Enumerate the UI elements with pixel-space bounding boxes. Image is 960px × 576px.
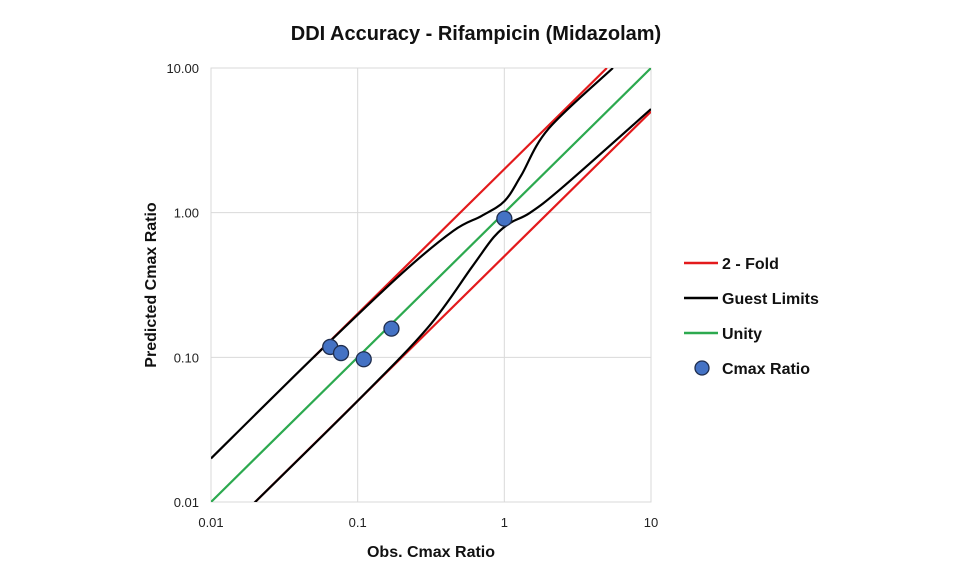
data-point [332,344,350,362]
legend-label: Unity [722,326,762,343]
plot-area [210,67,652,503]
x-tick-label: 0.1 [349,515,367,530]
legend-label: Guest Limits [722,291,819,308]
x-tick-label: 0.01 [198,515,223,530]
x-tick-label: 1 [501,515,508,530]
legend-swatch [694,360,710,376]
legend-label: Cmax Ratio [722,361,810,378]
y-tick-label: 10.00 [166,61,199,76]
series-line-guest-limits [211,68,614,460]
data-point [383,320,400,337]
legend-label: 2 - Fold [722,256,779,273]
series-line-unity [211,68,651,502]
chart-lines [211,68,651,502]
legend: 2 - Fold Guest Limits Unity Cmax Ratio [684,256,819,378]
y-axis-label: Predicted Cmax Ratio [143,202,160,368]
x-tick-label: 10 [644,515,658,530]
x-axis: 0.01 0.1 1 10 [198,515,658,530]
x-axis-label: Obs. Cmax Ratio [367,544,495,561]
data-point [496,210,513,227]
chart-points [322,210,513,368]
data-point [355,351,372,368]
y-axis: 0.01 0.10 1.00 10.00 [166,61,199,510]
y-tick-label: 1.00 [174,206,199,221]
series-line-guest-limits [253,108,651,502]
y-tick-label: 0.10 [174,350,199,365]
y-tick-label: 0.01 [174,495,199,510]
chart-title: DDI Accuracy - Rifampicin (Midazolam) [291,23,661,45]
